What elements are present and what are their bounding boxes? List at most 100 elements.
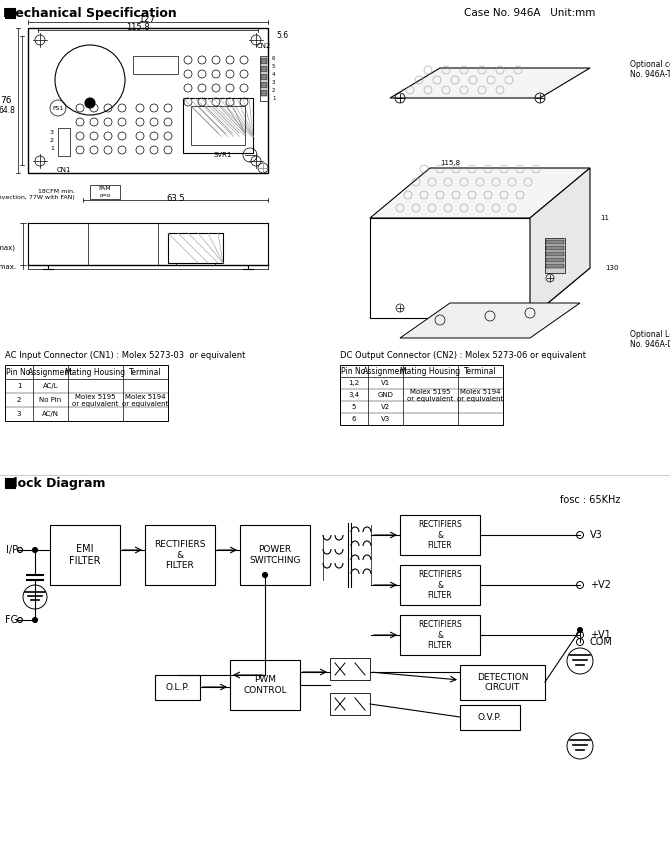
Text: Assignment: Assignment <box>363 367 408 375</box>
Text: Mating Housing: Mating Housing <box>66 368 125 376</box>
Circle shape <box>33 617 38 622</box>
Text: No Pin: No Pin <box>40 397 62 403</box>
Text: Molex 5195
or equivalent: Molex 5195 or equivalent <box>407 388 454 402</box>
Text: DETECTION
CIRCUIT: DETECTION CIRCUIT <box>477 673 528 693</box>
Bar <box>260 56 268 101</box>
Text: +V1: +V1 <box>590 630 611 640</box>
Text: RECTIFIERS
&
FILTER: RECTIFIERS & FILTER <box>154 540 206 570</box>
Polygon shape <box>530 168 590 318</box>
Text: Optional L-Bracket:
No. 946A-D: Optional L-Bracket: No. 946A-D <box>630 330 670 350</box>
Text: 115.8: 115.8 <box>440 160 460 166</box>
Text: 63.5: 63.5 <box>166 193 185 203</box>
Bar <box>155 675 200 700</box>
Bar <box>546 252 564 256</box>
Text: V2: V2 <box>381 404 390 410</box>
Text: 3: 3 <box>50 131 54 135</box>
Text: Terminal: Terminal <box>464 367 497 375</box>
Bar <box>50 525 120 585</box>
Text: Pin No.: Pin No. <box>5 368 32 376</box>
Text: 1: 1 <box>272 96 275 101</box>
Bar <box>58 128 70 156</box>
Bar <box>400 515 480 555</box>
Text: SVR1: SVR1 <box>214 152 232 158</box>
Polygon shape <box>370 218 530 318</box>
Bar <box>5 478 15 488</box>
Bar <box>261 74 267 80</box>
Text: RECTIFIERS
&
FILTER: RECTIFIERS & FILTER <box>418 620 462 650</box>
Text: 1: 1 <box>17 383 21 389</box>
Text: 3 max.: 3 max. <box>0 264 16 270</box>
Text: Pin No.: Pin No. <box>340 367 367 375</box>
Text: CN2: CN2 <box>257 43 271 49</box>
Text: Case No. 946A   Unit:mm: Case No. 946A Unit:mm <box>464 8 596 18</box>
Text: 5: 5 <box>272 63 275 68</box>
Text: Optional cover:
No. 946A-T: Optional cover: No. 946A-T <box>630 60 670 80</box>
Text: 18CFM min.
(60W convection, 77W with FAN): 18CFM min. (60W convection, 77W with FAN… <box>0 189 75 200</box>
Bar <box>191 106 245 145</box>
Bar <box>261 90 267 96</box>
Text: 127: 127 <box>139 15 157 25</box>
Bar <box>261 66 267 72</box>
Text: Molex 5194
or equivalent: Molex 5194 or equivalent <box>458 388 504 402</box>
Text: O.V.P.: O.V.P. <box>478 713 502 722</box>
Bar <box>546 240 564 244</box>
Text: DC Output Connector (CN2) : Molex 5273-06 or equivalent: DC Output Connector (CN2) : Molex 5273-0… <box>340 351 586 360</box>
Text: AC/L: AC/L <box>43 383 58 389</box>
Bar <box>460 665 545 700</box>
Text: FG: FG <box>5 615 18 625</box>
Text: FAM: FAM <box>98 186 111 192</box>
Text: 6: 6 <box>352 416 356 422</box>
Bar <box>5 8 15 18</box>
Text: 1: 1 <box>50 146 54 151</box>
Bar <box>400 615 480 655</box>
Text: EMI
FILTER: EMI FILTER <box>69 544 100 566</box>
Text: Molex 5195
or equivalent: Molex 5195 or equivalent <box>72 393 119 406</box>
Circle shape <box>85 98 95 108</box>
Bar <box>5 365 168 421</box>
Text: Molex 5194
or equivalent: Molex 5194 or equivalent <box>123 393 169 406</box>
Bar <box>460 705 520 730</box>
Text: GND: GND <box>378 392 393 398</box>
Text: V1: V1 <box>381 380 390 386</box>
Text: Assignment: Assignment <box>28 368 73 376</box>
Text: PWM
CONTROL: PWM CONTROL <box>243 675 287 695</box>
Text: 64.8: 64.8 <box>0 106 15 115</box>
Bar <box>133 56 178 74</box>
Bar <box>145 525 215 585</box>
Text: AC/N: AC/N <box>42 411 59 417</box>
Text: 1,2: 1,2 <box>348 380 360 386</box>
Text: 115.8: 115.8 <box>126 23 150 32</box>
Text: POWER
SWITCHING: POWER SWITCHING <box>249 545 301 564</box>
Circle shape <box>578 628 582 633</box>
Bar <box>545 238 565 273</box>
Text: 3: 3 <box>17 411 21 417</box>
Bar <box>330 693 370 715</box>
Text: Mating Housing: Mating Housing <box>401 367 460 375</box>
Text: 130: 130 <box>605 265 618 271</box>
Text: 3: 3 <box>272 80 275 85</box>
Bar <box>168 233 223 263</box>
Bar <box>90 185 120 199</box>
Text: 4: 4 <box>272 72 275 76</box>
Text: RECTIFIERS
&
FILTER: RECTIFIERS & FILTER <box>418 570 462 600</box>
Text: 2: 2 <box>272 87 275 92</box>
Text: COM: COM <box>590 637 613 647</box>
Bar <box>261 82 267 88</box>
Text: O.L.P.: O.L.P. <box>165 683 190 692</box>
Text: AC Input Connector (CN1) : Molex 5273-03  or equivalent: AC Input Connector (CN1) : Molex 5273-03… <box>5 351 245 360</box>
Text: 5.6: 5.6 <box>276 31 288 39</box>
Bar <box>230 660 300 710</box>
Polygon shape <box>390 68 590 98</box>
Bar <box>183 98 253 153</box>
Text: 11: 11 <box>600 215 609 221</box>
Text: 5: 5 <box>352 404 356 410</box>
Text: I/P: I/P <box>6 545 18 555</box>
Bar <box>28 28 268 173</box>
Polygon shape <box>370 268 590 318</box>
Polygon shape <box>400 303 580 338</box>
Polygon shape <box>370 168 590 218</box>
Text: fosc : 65KHz: fosc : 65KHz <box>559 495 620 505</box>
Bar <box>400 565 480 605</box>
Text: 76: 76 <box>1 96 12 105</box>
Text: +V2: +V2 <box>590 580 611 590</box>
